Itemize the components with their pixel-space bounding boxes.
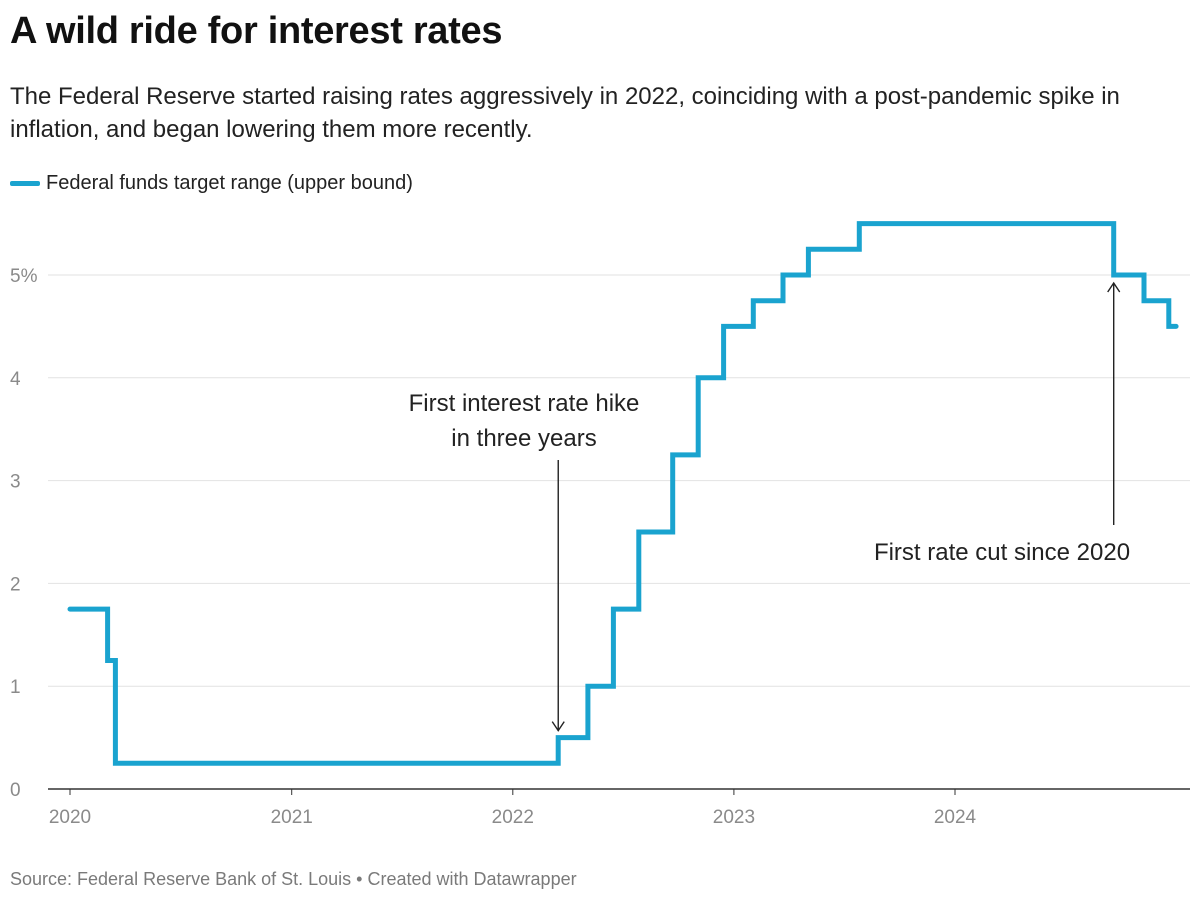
x-tick-label: 2022 xyxy=(492,807,534,828)
legend-swatch xyxy=(10,181,40,186)
chart-subtitle: The Federal Reserve started raising rate… xyxy=(10,83,1120,143)
annotation-cut-text: First rate cut since 2020 xyxy=(874,539,1130,566)
x-tick-label: 2024 xyxy=(934,807,977,828)
x-tick-label: 2021 xyxy=(271,807,313,828)
y-tick-label: 5% xyxy=(10,266,38,287)
x-tick-label: 2023 xyxy=(713,807,755,828)
y-tick-label: 3 xyxy=(10,472,21,493)
y-tick-label: 2 xyxy=(10,574,21,595)
y-tick-label: 1 xyxy=(10,677,21,698)
series-line-federal-funds xyxy=(67,221,1179,766)
y-tick-label: 0 xyxy=(10,780,21,801)
annotation-hike-arrowhead xyxy=(551,721,565,732)
annotation-hike-text: in three years xyxy=(451,425,596,452)
legend-label: Federal funds target range (upper bound) xyxy=(46,172,413,194)
annotation-hike-text: First interest rate hike xyxy=(409,390,640,417)
y-tick-label: 4 xyxy=(10,369,21,390)
source-footer: Source: Federal Reserve Bank of St. Loui… xyxy=(10,869,577,889)
chart-title: A wild ride for interest rates xyxy=(10,10,503,52)
legend: Federal funds target range (upper bound) xyxy=(10,172,413,195)
x-tick-label: 2020 xyxy=(49,807,91,828)
annotation-cut-arrowhead xyxy=(1107,281,1121,293)
